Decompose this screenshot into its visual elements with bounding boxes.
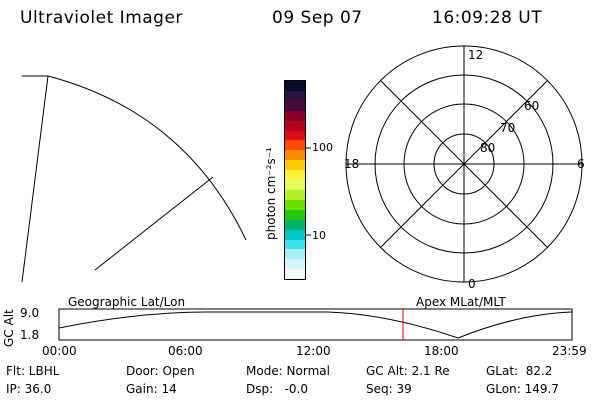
- status-mode: Mode: Normal: [246, 364, 330, 378]
- date-readout: 09 Sep 07: [272, 8, 363, 28]
- status-glon: GLon: 149.7: [486, 382, 559, 396]
- lat-label-70: 70: [500, 121, 515, 135]
- colorbar-swatch: [285, 209, 305, 220]
- colorbar-swatch: [285, 199, 305, 210]
- colorbar-swatch: [285, 170, 305, 181]
- lat-label-80: 80: [480, 141, 495, 155]
- colorbar-swatch: [285, 120, 305, 131]
- colorbar-swatch: [285, 130, 305, 141]
- colorbar-swatch: [285, 229, 305, 240]
- status-glat: GLat: 82.2: [486, 364, 553, 378]
- colorbar-swatch: [285, 150, 305, 161]
- colorbar-unit-label: photon cm⁻²s⁻¹: [264, 147, 278, 240]
- colorbar-swatch: [285, 239, 305, 250]
- time-readout: 16:09:28 UT: [432, 8, 543, 28]
- colorbar-swatch: [285, 110, 305, 121]
- timeline-frame: [58, 308, 573, 341]
- colorbar-swatch: [285, 249, 305, 260]
- timeline-xtick-4: 23:59: [552, 344, 587, 358]
- colorbar-swatch: [285, 81, 305, 91]
- geographic-map: [21, 75, 247, 283]
- timeline-plot: [58, 308, 573, 341]
- timeline-xtick-1: 06:00: [168, 344, 203, 358]
- colorbar-swatch: [285, 160, 305, 171]
- gc-alt-trace: [58, 311, 573, 339]
- colorbar-swatch: [285, 269, 305, 280]
- timeline-right-title: Apex MLat/MLT: [416, 295, 506, 309]
- colorbar-tick-100: 100: [312, 141, 333, 154]
- status-gain: Gain: 14: [126, 382, 177, 396]
- colorbar-tick-10: 10: [312, 229, 326, 242]
- colorbar-swatch: [285, 100, 305, 111]
- colorbar-swatch: [285, 219, 305, 230]
- map-grid-line: [94, 176, 214, 271]
- timeline-ytick-high: 9.0: [20, 306, 40, 320]
- status-seq: Seq: 39: [366, 382, 412, 396]
- status-door: Door: Open: [126, 364, 195, 378]
- map-limb-arc: [22, 75, 247, 241]
- colorbar-swatch: [285, 90, 305, 101]
- mlt-label-bottom: 0: [468, 277, 476, 291]
- colorbar-ticks: [306, 147, 311, 236]
- colorbar-swatch: [285, 180, 305, 190]
- app-title: Ultraviolet Imager: [20, 8, 183, 28]
- polar-diag-2: [380, 80, 548, 248]
- map-meridian-line: [21, 75, 49, 283]
- timeline-ylabel: GC Alt: [2, 309, 16, 347]
- timeline-xtick-2: 12:00: [296, 344, 331, 358]
- status-ip: IP: 36.0: [6, 382, 52, 396]
- mlt-label-right: 6: [577, 157, 585, 171]
- mlt-label-left: 18: [344, 157, 359, 171]
- timeline-left-title: Geographic Lat/Lon: [68, 295, 186, 309]
- timeline-ytick-low: 1.8: [20, 328, 40, 342]
- colorbar-swatch: [285, 140, 305, 151]
- timeline-xtick-0: 00:00: [42, 344, 77, 358]
- polar-plot: 12 0 18 6 60 70 80: [344, 45, 585, 291]
- mlt-label-top: 12: [468, 48, 483, 62]
- status-flt: Flt: LBHL: [6, 364, 60, 378]
- colorbar: [284, 80, 306, 280]
- timeline-xtick-3: 18:00: [424, 344, 459, 358]
- lat-label-60: 60: [524, 99, 539, 113]
- status-gc-alt: GC Alt: 2.1 Re: [366, 364, 450, 378]
- status-dsp: Dsp: -0.0: [246, 382, 309, 396]
- colorbar-swatch: [285, 259, 305, 270]
- colorbar-swatch: [285, 189, 305, 200]
